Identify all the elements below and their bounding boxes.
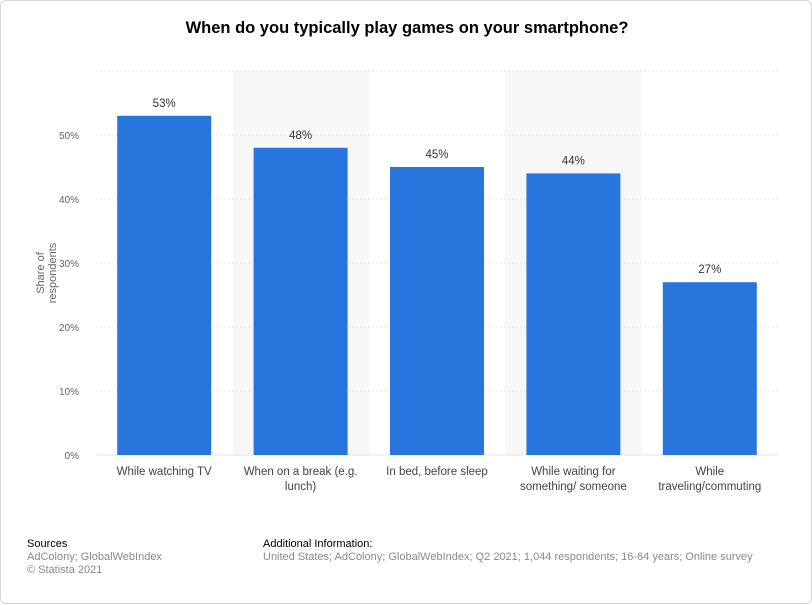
sources-heading: Sources (27, 538, 68, 550)
y-tick-label: 30% (59, 259, 79, 270)
additional-info-block: Additional Information: United States; A… (263, 538, 753, 564)
y-tick-label: 20% (59, 323, 79, 334)
y-axis-label: Share of respondents (35, 242, 59, 304)
copyright-text: © Statista 2021 (27, 564, 103, 576)
y-tick-label: 10% (59, 387, 79, 398)
bar (253, 147, 348, 456)
x-tick-label: In bed, before sleep (386, 466, 488, 478)
bar-value-label: 53% (153, 98, 176, 110)
bar-value-label: 48% (289, 130, 312, 142)
additional-info-heading: Additional Information: (263, 538, 373, 550)
y-tick-label: 0% (65, 451, 80, 462)
x-tick-label: While waiting for something/ someone (520, 466, 627, 493)
bar (117, 115, 212, 456)
y-tick-label: 50% (59, 131, 79, 142)
bar-value-label: 44% (562, 155, 585, 167)
bar-value-label: 45% (425, 149, 448, 161)
bar-value-label: 27% (698, 264, 721, 276)
x-tick-label: While watching TV (117, 466, 212, 478)
bar (662, 282, 757, 455)
additional-info-text: United States; AdColony; GlobalWebIndex;… (263, 551, 753, 563)
x-tick-label: While traveling/commuting (658, 466, 761, 493)
x-tick-label: When on a break (e.g. lunch) (244, 466, 358, 493)
y-tick-label: 40% (59, 195, 79, 206)
bar (526, 173, 621, 455)
sources-block: Sources AdColony; GlobalWebIndex © Stati… (27, 538, 162, 577)
bar (390, 167, 484, 455)
sources-text: AdColony; GlobalWebIndex (27, 551, 162, 563)
chart-title: When do you typically play games on your… (185, 19, 629, 37)
